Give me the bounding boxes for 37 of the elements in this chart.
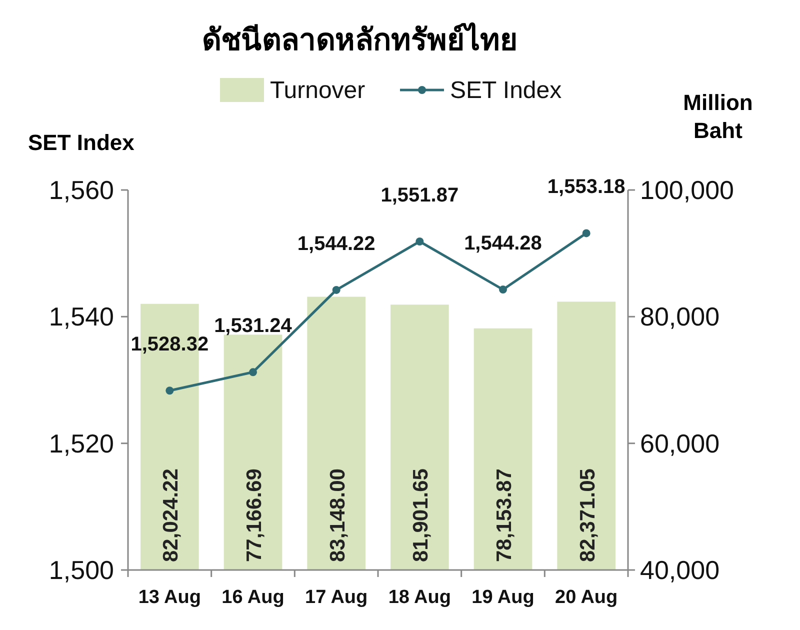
x-tick-label: 18 Aug [388, 587, 451, 608]
data-label: 83,148.00 [326, 468, 350, 562]
data-label: 78,153.87 [493, 468, 516, 562]
chart-title: ดัชนีตลาดหลักทรัพย์ไทย [202, 22, 518, 57]
data-label: 1,553.18 [547, 176, 626, 198]
y2-axis-title: Million Baht [683, 90, 753, 143]
data-label: 1,544.22 [297, 232, 376, 255]
point [582, 229, 590, 238]
point [332, 286, 340, 294]
data-label: 1,544.28 [464, 232, 542, 255]
data-label: 82,024.22 [160, 468, 183, 562]
y2-tick-label: 40,000 [640, 555, 720, 585]
y-axis-title: SET Index [28, 130, 136, 155]
data-label: 1,551.87 [380, 184, 459, 206]
y2-tick-label: 80,000 [640, 302, 720, 332]
data-label: 1,531.24 [214, 315, 293, 338]
data-label: 1,528.32 [130, 334, 209, 356]
x-tick-label: 19 Aug [472, 587, 534, 608]
x-tick-label: 17 Aug [305, 587, 368, 608]
data-label: 77,166.69 [243, 468, 266, 562]
legend-label: Turnover [270, 77, 366, 104]
y-tick-label: 1,500 [48, 555, 114, 585]
legend-label: SET Index [450, 77, 562, 104]
y-tick-label: 1,540 [48, 302, 114, 332]
x-tick-label: 13 Aug [138, 587, 201, 608]
point [249, 368, 257, 376]
data-label: 81,901.65 [410, 468, 433, 562]
point [499, 286, 507, 294]
y-tick-label: 1,560 [48, 175, 114, 205]
point [416, 237, 424, 246]
data-label: 82,371.05 [576, 468, 600, 562]
y-tick-label: 1,520 [48, 428, 114, 458]
y2-tick-label: 100,000 [640, 175, 734, 205]
x-tick-label: 16 Aug [222, 587, 284, 608]
point [166, 386, 174, 395]
x-tick-label: 20 Aug [555, 587, 618, 608]
y2-tick-label: 60,000 [640, 428, 720, 458]
